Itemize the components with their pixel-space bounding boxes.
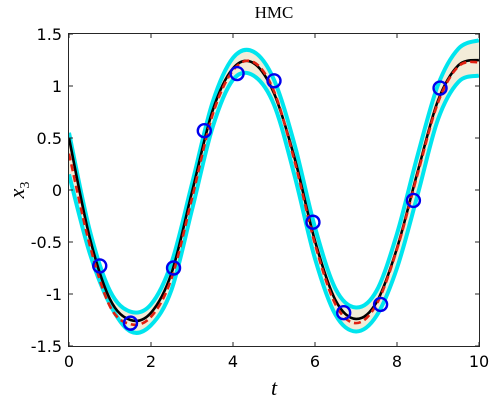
observation-point <box>196 123 213 139</box>
chart-title: HMC <box>255 3 294 22</box>
x-tick-label: 6 <box>310 352 320 371</box>
y-axis-label-subscript: 3 <box>18 182 33 189</box>
y-axis-label: x <box>4 188 29 199</box>
x-tick-label: 10 <box>469 352 489 371</box>
x-tick-label: 4 <box>228 352 238 371</box>
x-tick-label: 2 <box>146 352 156 371</box>
x-tick-label: 8 <box>392 352 402 371</box>
y-tick-label: -0.5 <box>31 233 62 252</box>
x-tick-label: 0 <box>64 352 74 371</box>
y-tick-label: -1.5 <box>31 337 62 356</box>
observation-point <box>336 305 352 321</box>
observation-point <box>372 296 389 313</box>
axes: 0 2 4 6 8 10 -1.5 -1 -0.5 0 0.5 1 1.5 <box>31 25 489 371</box>
band-upper-edge <box>69 38 479 315</box>
x-axis-label: t <box>271 375 278 400</box>
observation-point <box>92 258 108 274</box>
y-axis-label-group: x3 <box>4 182 33 200</box>
y-tick-label: -1 <box>46 285 62 304</box>
plot-area <box>69 38 479 335</box>
y-tick-label: 0 <box>52 181 62 200</box>
plot-frame <box>68 33 480 347</box>
observation-point <box>165 260 182 276</box>
observation-point <box>266 73 282 89</box>
band-lower-edge <box>69 70 479 335</box>
y-tick-label: 1.5 <box>37 25 62 44</box>
y-tick-label: 1 <box>52 77 62 96</box>
observation-point <box>405 192 422 209</box>
y-tick-label: 0.5 <box>37 129 62 148</box>
observation-point <box>122 315 139 331</box>
svg-text:x3: x3 <box>4 182 33 200</box>
observation-point <box>432 80 448 96</box>
observation-point <box>229 65 245 82</box>
series-line-dashed <box>69 59 479 327</box>
observation-point <box>305 214 321 230</box>
